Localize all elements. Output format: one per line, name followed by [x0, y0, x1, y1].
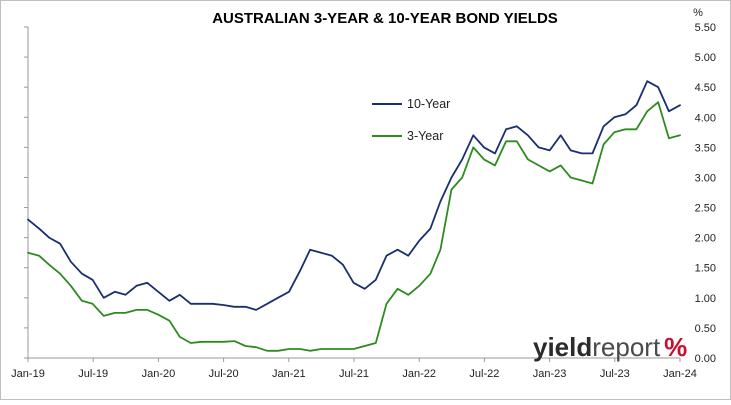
yieldreport-logo: yieldreport%	[533, 332, 687, 362]
y-tick-label: 2.50	[695, 203, 716, 215]
legend-label-10-year: 10-Year	[407, 97, 450, 111]
y-tick-label: 2.00	[695, 233, 716, 245]
x-tick-label: Jan-20	[142, 368, 176, 380]
y-tick-label: 4.00	[695, 112, 716, 124]
chart-legend: 10-Year 3-Year	[372, 97, 450, 143]
y-tick-label: 3.00	[695, 172, 716, 184]
legend-label-3-year: 3-Year	[407, 129, 443, 143]
x-tick-label: Jul-22	[469, 368, 499, 380]
y-tick-label: 5.00	[695, 52, 716, 64]
x-tick-label: Jan-24	[663, 368, 697, 380]
y-tick-label: 3.50	[695, 142, 716, 154]
y-axis-unit-label: %	[693, 7, 703, 19]
y-tick-label: 1.50	[695, 263, 716, 275]
y-tick-label: 4.50	[695, 82, 716, 94]
y-tick-label: 0.50	[695, 323, 716, 335]
x-tick-label: Jul-21	[339, 368, 369, 380]
x-tick-label: Jan-19	[11, 368, 45, 380]
series-line-10-year	[27, 80, 681, 311]
x-tick-label: Jul-23	[600, 368, 630, 380]
x-tick-label: Jan-22	[402, 368, 436, 380]
logo-wordmark: yieldreport%	[533, 332, 687, 362]
chart-title: AUSTRALIAN 3-YEAR & 10-YEAR BOND YIELDS	[212, 10, 558, 27]
x-tick-label: Jan-21	[272, 368, 306, 380]
plot-area: 0.00 0.50 1.00 1.50 2.00 2.50 3.00 3.50 4.00 4.50…	[11, 22, 716, 380]
y-tick-label: 5.50	[695, 22, 716, 34]
x-tick-label: Jul-20	[209, 368, 239, 380]
series-line-3-year	[27, 101, 681, 352]
y-tick-label: 1.00	[695, 293, 716, 305]
logo-yield: yield	[533, 332, 592, 362]
x-tick-label: Jan-23	[533, 368, 567, 380]
y-tick-label: 0.00	[695, 353, 716, 365]
x-tick-label: Jul-19	[78, 368, 108, 380]
logo-percent-icon: %	[664, 332, 687, 362]
logo-report: report	[592, 332, 661, 362]
